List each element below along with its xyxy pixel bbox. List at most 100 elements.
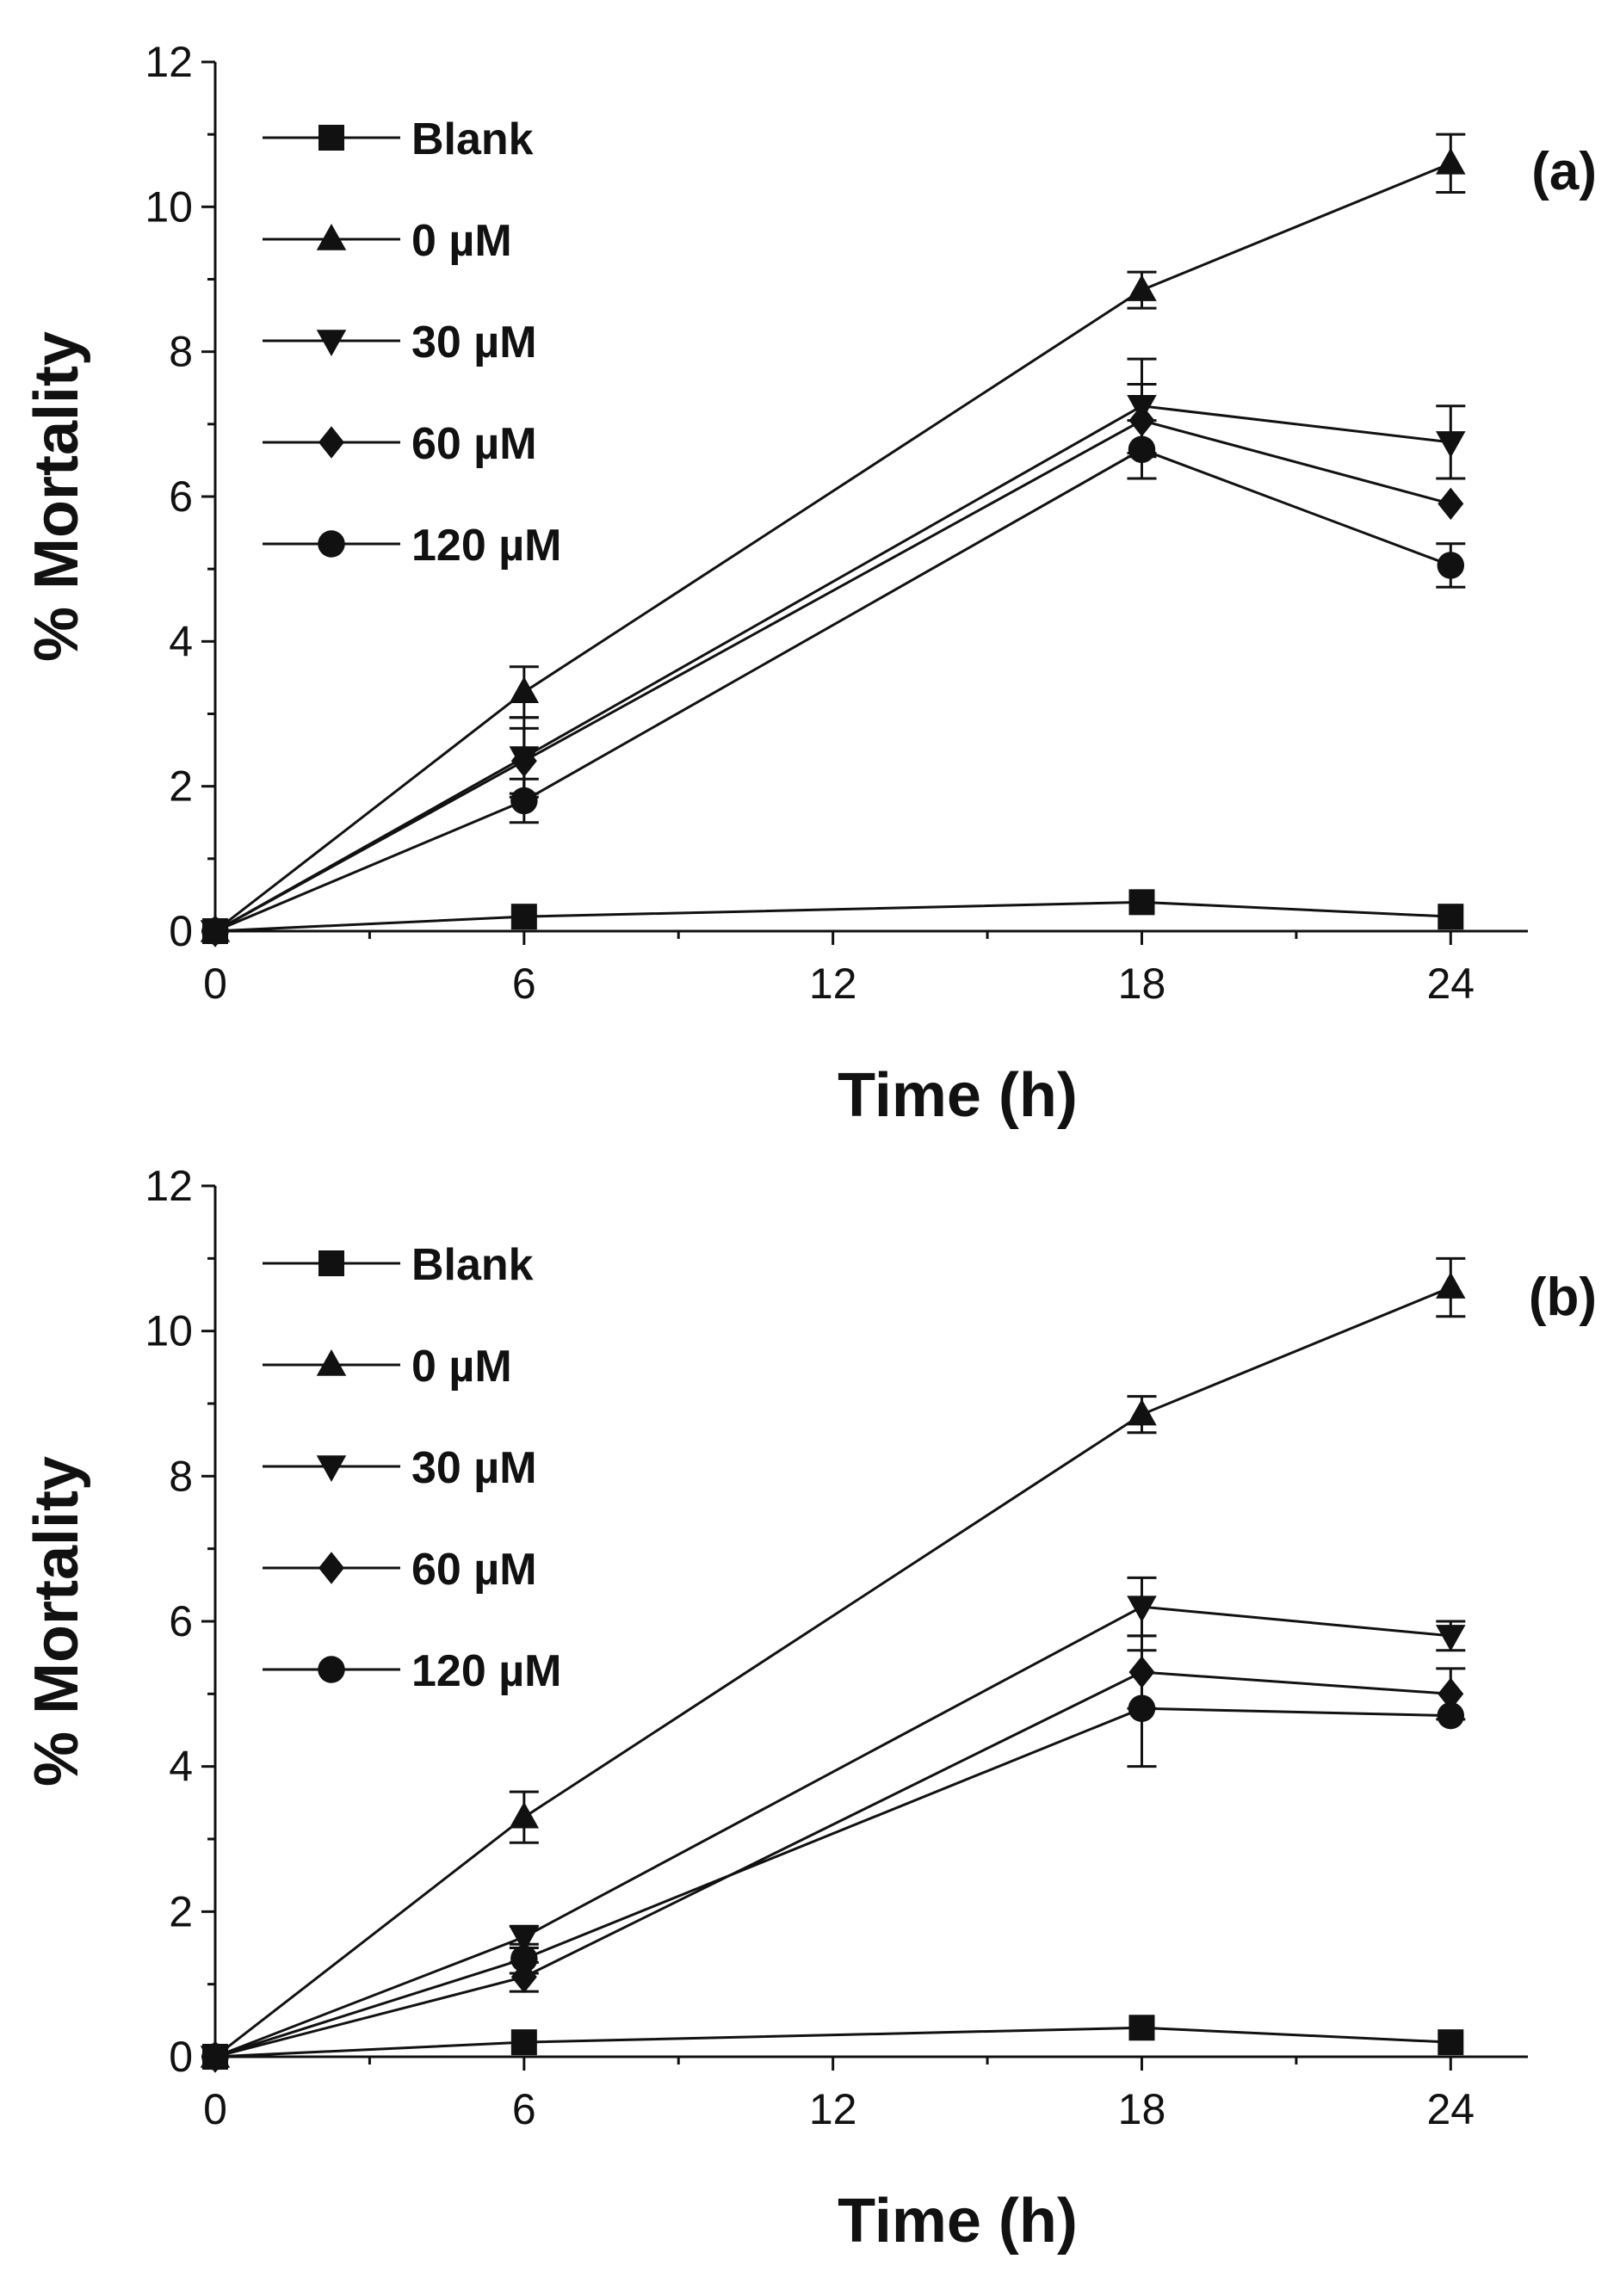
y-tick-label: 12: [145, 38, 193, 86]
data-point: [510, 787, 538, 815]
series-1: [200, 133, 1466, 942]
legend-label: 120 µM: [411, 1646, 561, 1696]
data-point: [510, 904, 537, 930]
data-point: [1436, 1272, 1466, 1299]
series-line: [214, 1286, 1451, 2058]
series-line: [214, 900, 1451, 933]
y-tick-label: 8: [169, 1452, 193, 1500]
y-tick-label: 0: [169, 2033, 193, 2081]
y-tick-label: 4: [169, 1743, 193, 1791]
legend-label: 30 µM: [411, 318, 537, 367]
data-point: [1128, 1694, 1156, 1722]
legend-label: 0 µM: [411, 1342, 512, 1392]
data-point: [201, 2043, 229, 2071]
data-point: [1127, 1398, 1157, 1426]
data-point: [1436, 147, 1466, 175]
series-4: [201, 419, 1466, 945]
y-tick-label: 2: [169, 1887, 193, 1935]
legend-label: 30 µM: [411, 1443, 537, 1493]
legend-label: 60 µM: [411, 419, 537, 469]
data-point: [1438, 2029, 1464, 2056]
x-tick-label: 6: [512, 2085, 536, 2133]
data-point: [1128, 435, 1156, 464]
data-point: [1127, 275, 1157, 301]
legend-item: 30 µM: [263, 318, 537, 367]
legend-marker: [318, 426, 344, 459]
legend-marker: [318, 1656, 345, 1683]
x-tick-label: 0: [203, 2085, 227, 2133]
legend-item: Blank: [263, 1240, 534, 1290]
data-point: [1438, 1677, 1464, 1711]
y-axis-title: % Mortality: [22, 1456, 91, 1787]
data-point: [509, 1801, 540, 1829]
y-tick-label: 6: [169, 1597, 193, 1645]
y-axis-title: % Mortality: [22, 331, 91, 662]
data-point: [1436, 1625, 1466, 1651]
y-tick-label: 10: [145, 1307, 193, 1355]
series-1: [200, 1256, 1466, 2068]
x-tick-label: 24: [1426, 960, 1475, 1008]
x-tick-label: 0: [203, 960, 227, 1008]
x-tick-label: 12: [809, 2085, 857, 2133]
series-line: [214, 1670, 1451, 2058]
x-tick-label: 18: [1118, 2085, 1166, 2133]
y-tick-label: 2: [169, 762, 193, 811]
data-point: [1437, 1701, 1465, 1730]
data-point: [1128, 889, 1155, 916]
y-tick-label: 0: [169, 907, 193, 955]
data-point: [1437, 552, 1465, 579]
x-axis-title: Time (h): [838, 2187, 1078, 2256]
series-line: [214, 1707, 1451, 2058]
series-3: [202, 1634, 1466, 2073]
legend-marker: [318, 530, 345, 558]
legend-marker: [316, 330, 347, 356]
legend-marker: [316, 1349, 347, 1376]
legend-item: 60 µM: [263, 419, 537, 469]
series-line: [214, 419, 1451, 933]
x-tick-label: 12: [809, 960, 857, 1008]
series-3: [202, 383, 1464, 947]
series-line: [214, 447, 1451, 933]
legend-marker: [318, 1250, 344, 1276]
x-tick-label: 6: [512, 960, 536, 1008]
legend-item: 120 µM: [263, 521, 561, 571]
panel-label: (b): [1529, 1268, 1597, 1327]
x-axis-title: Time (h): [838, 1061, 1078, 1130]
x-tick-label: 18: [1118, 960, 1166, 1008]
legend-marker: [316, 1455, 347, 1482]
data-point: [509, 676, 540, 703]
legend-label: 120 µM: [411, 521, 561, 571]
legend-item: 0 µM: [263, 216, 512, 266]
legend-marker: [318, 1552, 344, 1584]
legend-item: 60 µM: [263, 1545, 537, 1595]
data-point: [510, 2029, 537, 2056]
legend-item: Blank: [263, 114, 534, 164]
legend-item: 0 µM: [263, 1342, 512, 1392]
y-tick-label: 4: [169, 617, 193, 665]
legend-item: 30 µM: [263, 1443, 537, 1493]
legend-item: 120 µM: [263, 1646, 561, 1696]
x-tick-label: 24: [1426, 2085, 1475, 2133]
y-tick-label: 12: [145, 1162, 193, 1210]
legend-label: 60 µM: [411, 1545, 537, 1595]
data-point: [509, 1926, 540, 1953]
data-point: [510, 1945, 538, 1972]
y-tick-label: 10: [145, 182, 193, 231]
data-point: [201, 917, 229, 945]
data-point: [1128, 2015, 1155, 2041]
y-tick-label: 8: [169, 328, 193, 376]
legend-label: Blank: [411, 114, 534, 164]
data-point: [1438, 904, 1464, 930]
legend-marker: [318, 125, 344, 151]
series-line: [214, 1605, 1451, 2058]
series-line: [214, 162, 1451, 933]
y-tick-label: 6: [169, 472, 193, 521]
panel-label: (a): [1531, 142, 1597, 201]
legend-label: 0 µM: [411, 216, 512, 266]
data-point: [1438, 487, 1464, 521]
data-point: [1127, 1595, 1157, 1623]
series-line: [214, 404, 1451, 933]
series-4: [201, 1649, 1465, 2071]
